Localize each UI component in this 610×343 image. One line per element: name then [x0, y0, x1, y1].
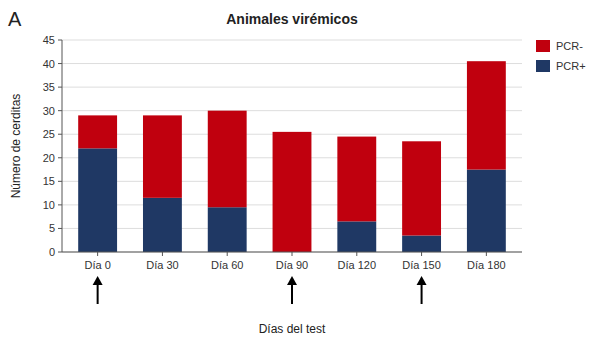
bar-segment	[337, 137, 376, 222]
y-tick	[58, 181, 62, 182]
y-axis-label: Número de cerditas	[9, 94, 23, 199]
x-tick-label: Día 180	[467, 259, 506, 271]
x-tick	[356, 252, 357, 256]
x-tick-label: Día 60	[211, 259, 243, 271]
y-tick	[58, 40, 62, 41]
y-tick	[58, 157, 62, 158]
x-tick-label: Día 90	[276, 259, 308, 271]
chart: 0 5 10 15 20 25 30 35 40 45 Día 0 Día 30 Día 60 Día 9…	[0, 0, 610, 343]
legend: PCR- PCR+	[536, 40, 586, 72]
x-tick	[421, 252, 422, 256]
arrow-head	[93, 276, 103, 285]
bar-segment	[143, 198, 182, 252]
x-tick	[97, 252, 98, 256]
grid-line	[62, 63, 522, 64]
y-tick-label: 40	[43, 58, 55, 70]
y-tick-label: 10	[43, 199, 55, 211]
legend-swatch	[536, 60, 550, 72]
y-tick-label: 35	[43, 81, 55, 93]
bar-segment	[467, 170, 506, 252]
y-tick	[58, 87, 62, 88]
bar-segment	[467, 61, 506, 169]
y-tick	[58, 134, 62, 135]
legend-label: PCR-	[556, 40, 583, 52]
x-tick	[486, 252, 487, 256]
title: Animales virémicos	[226, 11, 358, 27]
y-tick	[58, 63, 62, 64]
y-axis	[62, 40, 63, 252]
arrow	[417, 276, 427, 304]
x-tick	[227, 252, 228, 256]
y-tick-label: 5	[49, 222, 55, 234]
x-axis-label: Días del test	[259, 322, 326, 336]
legend-swatch	[536, 40, 550, 52]
y-tick	[58, 204, 62, 205]
x-tick-label: Día 150	[402, 259, 441, 271]
bar-segment	[78, 148, 117, 252]
arrow	[93, 276, 103, 304]
y-tick-label: 25	[43, 128, 55, 140]
y-tick	[58, 252, 62, 253]
arrow	[287, 276, 297, 304]
bar-segment	[78, 115, 117, 148]
x-tick	[292, 252, 293, 256]
y-tick-label: 0	[49, 246, 55, 258]
y-tick	[58, 110, 62, 111]
bar-segment	[143, 115, 182, 197]
grid	[62, 40, 522, 252]
grid-line	[62, 40, 522, 41]
y-tick-label: 20	[43, 152, 55, 164]
panel-label: A	[8, 8, 22, 30]
bar-segment	[208, 111, 247, 208]
bar-segment	[402, 236, 441, 252]
y-tick-label: 45	[43, 34, 55, 46]
bar-segment	[402, 141, 441, 235]
grid-line	[62, 110, 522, 111]
y-tick	[58, 228, 62, 229]
bar-segment	[208, 207, 247, 252]
x-tick	[162, 252, 163, 256]
arrow-head	[417, 276, 427, 285]
grid-line	[62, 87, 522, 88]
x-tick-label: Día 0	[84, 259, 110, 271]
x-tick-label: Día 30	[146, 259, 178, 271]
y-tick-label: 30	[43, 105, 55, 117]
y-tick-label: 15	[43, 175, 55, 187]
arrow-head	[287, 276, 297, 285]
bar-segment	[337, 221, 376, 252]
legend-label: PCR+	[556, 60, 586, 72]
bar-segment	[273, 132, 312, 252]
x-tick-label: Día 120	[338, 259, 377, 271]
